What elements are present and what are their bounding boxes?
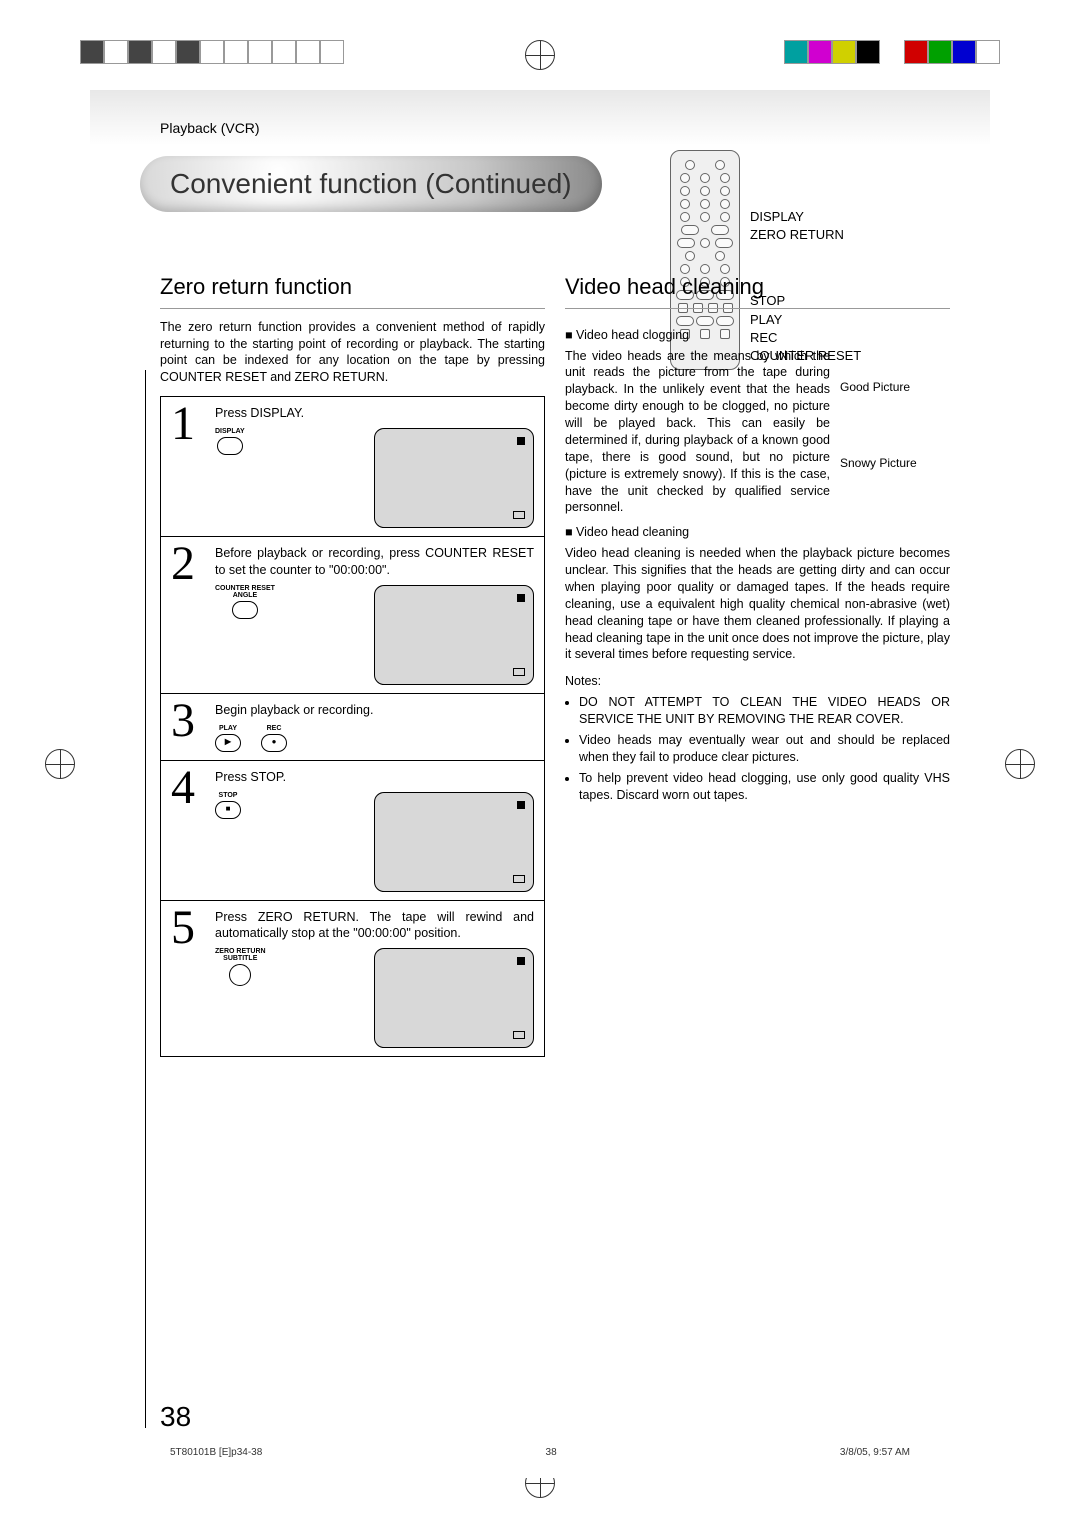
tv-screen-icon <box>374 792 534 892</box>
remote-button-icon: COUNTER RESET ANGLE <box>215 585 275 619</box>
step-number: 4 <box>171 769 205 807</box>
notes-list: DO NOT ATTEMPT TO CLEAN THE VIDEO HEADS … <box>579 694 950 803</box>
left-column: Zero return function The zero return fun… <box>160 262 545 1057</box>
good-picture-label: Good Picture <box>840 379 950 395</box>
step-number: 3 <box>171 702 205 740</box>
tv-screen-icon <box>374 585 534 685</box>
remote-button-icon: REC● <box>261 725 287 752</box>
step: 3 Begin playback or recording. PLAY▶ REC● <box>160 693 545 760</box>
cleaning-subhead: Video head cleaning <box>565 524 950 541</box>
note-item: To help prevent video head clogging, use… <box>579 770 950 804</box>
page-title: Convenient function (Continued) <box>140 156 602 212</box>
registration-mark-icon <box>1005 749 1035 779</box>
step-text: Begin playback or recording. <box>215 702 534 719</box>
remote-button-icon: ZERO RETURN SUBTITLE <box>215 948 266 986</box>
margin-rule <box>145 370 146 1428</box>
remote-label-display: DISPLAY <box>750 208 861 226</box>
step-graphics: PLAY▶ REC● <box>215 725 534 752</box>
notes-label: Notes: <box>565 673 950 690</box>
remote-button-icon: STOP■ <box>215 792 241 819</box>
step: 4 Press STOP. STOP■ <box>160 760 545 900</box>
remote-label-zero-return: ZERO RETURN <box>750 226 861 244</box>
cleaning-body: Video head cleaning is needed when the p… <box>565 545 950 663</box>
remote-button-icon: PLAY▶ <box>215 725 241 752</box>
zero-return-intro: The zero return function provides a conv… <box>160 319 545 387</box>
zero-return-heading: Zero return function <box>160 272 545 309</box>
right-column: Video head cleaning Video head clogging … <box>565 262 950 1057</box>
step-number: 1 <box>171 405 205 443</box>
step: 1 Press DISPLAY. DISPLAY <box>160 396 545 536</box>
footer-date: 3/8/05, 9:57 AM <box>840 1447 910 1458</box>
step-graphics: COUNTER RESET ANGLE <box>215 585 534 685</box>
section-breadcrumb: Playback (VCR) <box>160 120 950 136</box>
step-body: Press STOP. STOP■ <box>215 769 534 892</box>
registration-mark-icon <box>45 749 75 779</box>
remote-button-icon: DISPLAY <box>215 428 245 455</box>
step-text: Press STOP. <box>215 769 534 786</box>
clogging-body: The video heads are the means by which t… <box>565 348 830 517</box>
step-text: Press ZERO RETURN. The tape will rewind … <box>215 909 534 943</box>
snowy-picture-label: Snowy Picture <box>840 455 950 471</box>
step-text: Before playback or recording, press COUN… <box>215 545 534 579</box>
note-item: Video heads may eventually wear out and … <box>579 732 950 766</box>
step-body: Before playback or recording, press COUN… <box>215 545 534 685</box>
step: 2 Before playback or recording, press COU… <box>160 536 545 693</box>
registration-mark-icon <box>525 40 555 70</box>
step-number: 5 <box>171 909 205 947</box>
tv-screen-icon <box>374 948 534 1048</box>
step-number: 2 <box>171 545 205 583</box>
step-body: Press DISPLAY. DISPLAY <box>215 405 534 528</box>
footer-page: 38 <box>546 1447 557 1458</box>
manual-page: Playback (VCR) Convenient function (Cont… <box>90 90 990 1478</box>
print-footer: 5T80101B [E]p34-38 38 3/8/05, 9:57 AM <box>170 1447 910 1458</box>
page-number: 38 <box>160 1401 191 1433</box>
footer-file: 5T80101B [E]p34-38 <box>170 1447 262 1458</box>
head-cleaning-heading: Video head cleaning <box>565 272 950 309</box>
step-graphics: DISPLAY <box>215 428 534 528</box>
note-item: DO NOT ATTEMPT TO CLEAN THE VIDEO HEADS … <box>579 694 950 728</box>
color-swatches <box>784 40 1000 70</box>
step-body: Begin playback or recording. PLAY▶ REC● <box>215 702 534 752</box>
crop-squares-left <box>80 40 344 70</box>
clogging-subhead: Video head clogging <box>565 327 830 344</box>
step-body: Press ZERO RETURN. The tape will rewind … <box>215 909 534 1049</box>
step-graphics: ZERO RETURN SUBTITLE <box>215 948 534 1048</box>
step-graphics: STOP■ <box>215 792 534 892</box>
step-text: Press DISPLAY. <box>215 405 534 422</box>
steps-list: 1 Press DISPLAY. DISPLAY 2 Before playback o… <box>160 396 545 1057</box>
step: 5 Press ZERO RETURN. The tape will rewind… <box>160 900 545 1058</box>
tv-screen-icon <box>374 428 534 528</box>
